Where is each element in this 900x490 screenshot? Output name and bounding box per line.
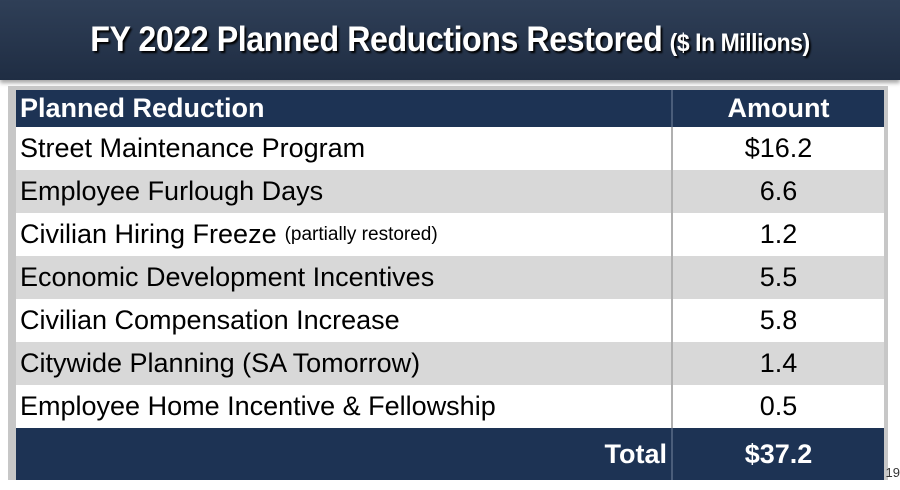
- page-number: 19: [885, 465, 900, 480]
- row-amount: $16.2: [744, 133, 813, 163]
- row-label: Economic Development Incentives: [16, 256, 673, 299]
- row-amount: 1.4: [759, 348, 798, 378]
- row-note: (partially restored): [284, 223, 438, 245]
- row-label-text: Economic Development Incentives: [20, 262, 435, 292]
- row-label: Employee Furlough Days: [16, 170, 673, 213]
- table-row: Civilian Compensation Increase 5.8: [16, 299, 884, 342]
- table-frame: Planned Reduction Amount Street Maintena…: [8, 86, 888, 480]
- row-amount: 6.6: [759, 176, 798, 206]
- table-row: Employee Furlough Days 6.6: [16, 170, 884, 213]
- table-row: Economic Development Incentives 5.5: [16, 256, 884, 299]
- page-title: FY 2022 Planned Reductions Restored ($ In…: [90, 20, 811, 60]
- row-label: Employee Home Incentive & Fellowship: [16, 385, 673, 428]
- row-label-text: Civilian Compensation Increase: [20, 305, 400, 335]
- row-label: Civilian Hiring Freeze (partially restore…: [16, 213, 673, 256]
- row-label-text: Citywide Planning (SA Tomorrow): [20, 348, 421, 378]
- row-amount: 5.8: [759, 305, 798, 335]
- total-amount: $37.2: [744, 438, 813, 469]
- table-row: Employee Home Incentive & Fellowship 0.5: [16, 385, 884, 428]
- row-label: Citywide Planning (SA Tomorrow): [16, 342, 673, 385]
- row-label-text: Employee Home Incentive & Fellowship: [20, 391, 496, 421]
- row-amount: 0.5: [759, 391, 798, 421]
- row-label-text: Civilian Hiring Freeze: [20, 219, 277, 249]
- row-label: Civilian Compensation Increase: [16, 299, 673, 342]
- row-label-text: Employee Furlough Days: [20, 176, 324, 206]
- row-amount: 5.5: [759, 262, 798, 292]
- table-row: Street Maintenance Program $16.2: [16, 127, 884, 170]
- table-row: Citywide Planning (SA Tomorrow) 1.4: [16, 342, 884, 385]
- table-total-row: Total $37.2: [16, 428, 884, 480]
- title-bar: FY 2022 Planned Reductions Restored ($ In…: [0, 0, 900, 80]
- header-amount: Amount: [727, 93, 830, 123]
- row-label-text: Street Maintenance Program: [20, 133, 366, 163]
- row-amount: 1.2: [759, 219, 798, 249]
- title-main-text: FY 2022 Planned Reductions Restored: [90, 20, 663, 59]
- title-subtitle: ($ In Millions): [669, 29, 811, 57]
- header-planned-reduction: Planned Reduction: [16, 90, 673, 127]
- table-header-row: Planned Reduction Amount: [16, 90, 884, 127]
- reductions-table: Planned Reduction Amount Street Maintena…: [16, 90, 884, 480]
- row-label: Street Maintenance Program: [16, 127, 673, 170]
- total-label: Total: [16, 428, 673, 480]
- table-row: Civilian Hiring Freeze (partially restore…: [16, 213, 884, 256]
